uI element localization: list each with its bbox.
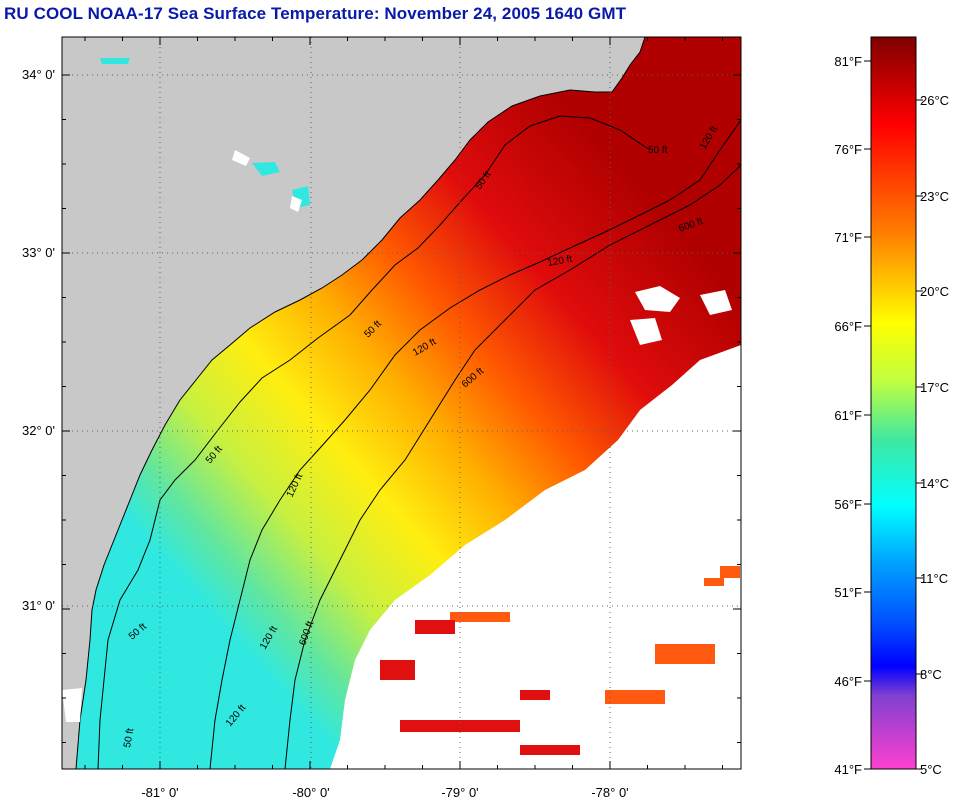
cb-f-46: 46°F bbox=[834, 674, 862, 689]
inland-water bbox=[100, 58, 310, 208]
cb-f-81: 81°F bbox=[834, 54, 862, 69]
cb-c-5: 5°C bbox=[920, 762, 942, 777]
depth-contours bbox=[97, 115, 741, 769]
temperature-colorbar bbox=[870, 36, 917, 770]
contour-120ft bbox=[209, 119, 741, 769]
cb-f-66: 66°F bbox=[834, 319, 862, 334]
contour-50ft bbox=[97, 115, 651, 769]
cb-f-51: 51°F bbox=[834, 585, 862, 600]
cb-c-14: 14°C bbox=[920, 476, 950, 491]
graticule bbox=[62, 37, 741, 769]
cb-f-41: 41°F bbox=[834, 762, 862, 777]
map-frame bbox=[61, 36, 742, 770]
lon-label-80: -80° 0' bbox=[292, 785, 330, 800]
land-mass bbox=[62, 37, 646, 769]
cb-c-20: 20°C bbox=[920, 284, 950, 299]
cb-c-8: 8°C bbox=[920, 667, 942, 682]
cb-c-11: 11°C bbox=[920, 571, 949, 586]
cb-f-76: 76°F bbox=[834, 142, 862, 157]
lat-label-34: 34° 0' bbox=[22, 67, 55, 82]
lat-label-32: 32° 0' bbox=[22, 423, 55, 438]
colorbar-ticks bbox=[864, 60, 923, 770]
lat-label-31: 31° 0' bbox=[22, 598, 55, 613]
contour-depth-label: 50 ft bbox=[122, 727, 136, 748]
cb-c-26: 26°C bbox=[920, 93, 950, 108]
no-data-patches bbox=[630, 286, 732, 345]
cb-c-17: 17°C bbox=[920, 380, 950, 395]
contour-600ft bbox=[284, 164, 741, 769]
contour-depth-label: 50 ft bbox=[648, 145, 668, 156]
cb-f-71: 71°F bbox=[834, 230, 862, 245]
lon-label-81: -81° 0' bbox=[141, 785, 179, 800]
warm-patches bbox=[450, 566, 740, 704]
cb-f-61: 61°F bbox=[834, 408, 862, 423]
lat-label-33: 33° 0' bbox=[22, 245, 55, 260]
no-data-region bbox=[330, 345, 741, 769]
cb-f-56: 56°F bbox=[834, 497, 862, 512]
lon-label-79: -79° 0' bbox=[441, 785, 479, 800]
cb-c-23: 23°C bbox=[920, 189, 950, 204]
contour-depth-label: 120 ft bbox=[547, 254, 574, 269]
lon-label-78: -78° 0' bbox=[591, 785, 629, 800]
axis-ticks bbox=[62, 37, 741, 769]
page-title: RU COOL NOAA-17 Sea Surface Temperature:… bbox=[4, 4, 627, 23]
